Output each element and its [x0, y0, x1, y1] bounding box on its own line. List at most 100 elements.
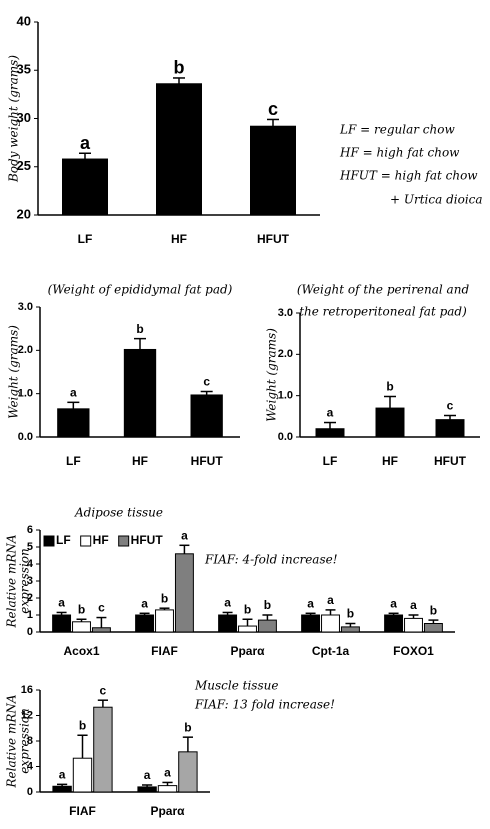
significance-letter: c: [100, 683, 107, 697]
error-bar: [222, 611, 233, 615]
significance-letter: b: [79, 718, 86, 732]
significance-letter: b: [174, 58, 185, 78]
bar: [93, 706, 113, 793]
annotation: FIAF: 13 fold increase!: [194, 698, 335, 712]
bar: [91, 627, 111, 633]
significance-letter: b: [184, 720, 191, 734]
y-tick-label: 1: [27, 609, 33, 621]
x-tick-label: Pparα: [230, 644, 265, 658]
x-tick-label: Pparα: [150, 804, 185, 818]
error-bar: [345, 622, 356, 627]
error-bar: [96, 616, 107, 628]
y-tick-label: 2: [27, 592, 33, 604]
error-bar: [267, 118, 279, 127]
annotation: + Urtica dioica: [390, 193, 483, 207]
annotation: HF = high fat chow: [339, 146, 460, 160]
annotation: LF = regular chow: [339, 123, 455, 137]
y-axis-label: expression: [18, 708, 32, 774]
y-axis-label: expression: [18, 548, 32, 614]
bar: [123, 348, 157, 438]
significance-letter: a: [410, 598, 417, 612]
error-bar: [67, 401, 80, 409]
y-axis-label: Body weight (grams): [7, 55, 21, 183]
significance-letter: a: [224, 596, 231, 610]
x-tick-label: HFUT: [434, 454, 467, 468]
x-tick-label: HFUT: [257, 232, 290, 246]
significance-letter: b: [161, 591, 168, 605]
significance-letter: a: [307, 596, 314, 610]
error-bar: [324, 421, 336, 429]
y-tick-label: 5: [27, 541, 33, 553]
x-tick-label: Acox1: [63, 644, 99, 658]
y-tick-label: 0: [27, 626, 33, 638]
y-tick-label: 6: [27, 524, 33, 536]
x-tick-label: HF: [382, 454, 398, 468]
bar: [315, 428, 345, 438]
bar: [404, 617, 423, 633]
panel-title: (Weight of epididymal fat pad): [48, 283, 233, 297]
significance-letter: c: [268, 99, 278, 119]
error-bar: [162, 781, 173, 786]
error-bar: [242, 618, 253, 627]
bar: [174, 553, 194, 633]
error-bar: [139, 612, 150, 615]
significance-letter: b: [264, 598, 271, 612]
x-tick-label: FIAF: [151, 644, 178, 658]
bar: [52, 614, 72, 633]
legend-swatch: [80, 535, 92, 547]
error-bar: [444, 414, 456, 420]
bar: [157, 785, 178, 793]
significance-letter: a: [141, 596, 148, 610]
error-bar: [388, 612, 399, 615]
bar: [435, 419, 465, 438]
y-axis-label: Relative mRNA: [5, 694, 19, 788]
y-tick-label: 20: [17, 206, 31, 221]
bar: [250, 125, 296, 216]
y-tick-label: 3.0: [18, 301, 33, 313]
significance-letter: a: [164, 766, 171, 780]
error-bar: [134, 337, 146, 350]
y-tick-label: 2.0: [18, 344, 33, 356]
x-tick-label: HFUT: [191, 454, 224, 468]
bar: [72, 757, 93, 793]
bar: [52, 785, 72, 793]
error-bar: [325, 609, 336, 615]
significance-letter: b: [244, 602, 251, 616]
bar: [257, 619, 277, 633]
error-bar: [57, 783, 68, 787]
significance-letter: a: [390, 596, 397, 610]
y-axis-label: Weight (grams): [265, 328, 279, 422]
significance-letter: a: [59, 768, 66, 782]
bar: [156, 83, 202, 216]
error-bar: [173, 77, 185, 84]
significance-letter: c: [447, 399, 454, 413]
error-bar: [262, 614, 273, 621]
y-tick-label: 0: [27, 786, 33, 798]
significance-letter: b: [136, 322, 143, 336]
panel-title: (Weight of the perirenal and: [297, 283, 470, 297]
bar: [340, 626, 360, 633]
significance-letter: b: [78, 602, 85, 616]
bar: [135, 614, 155, 633]
x-tick-label: HF: [132, 454, 148, 468]
y-tick-label: 4: [27, 558, 34, 570]
bar: [301, 614, 321, 633]
y-axis-label: Relative mRNA: [5, 534, 19, 628]
y-tick-label: 3: [27, 575, 33, 587]
y-tick-label: 8: [27, 735, 33, 747]
bar: [218, 614, 238, 633]
significance-letter: b: [430, 603, 437, 617]
y-tick-label: 0.0: [18, 431, 33, 443]
x-tick-label: LF: [78, 232, 93, 246]
y-tick-label: 4: [27, 760, 34, 772]
x-tick-label: Cpt-1a: [312, 644, 350, 658]
panel-title: the retroperitoneal fat pad): [299, 305, 467, 319]
bar: [155, 609, 174, 633]
error-bar: [408, 614, 419, 619]
x-tick-label: LF: [323, 454, 338, 468]
error-bar: [77, 734, 88, 759]
error-bar: [97, 699, 108, 708]
significance-letter: a: [327, 593, 334, 607]
error-bar: [159, 607, 170, 610]
y-tick-label: 30: [17, 110, 31, 125]
